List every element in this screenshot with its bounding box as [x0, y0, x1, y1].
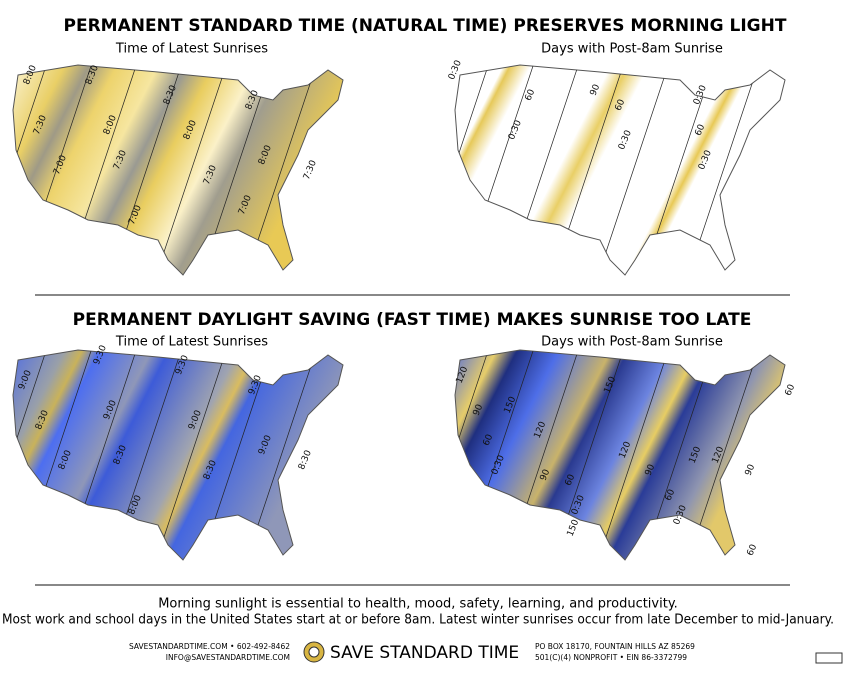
footer-line: Most work and school days in the United …	[2, 613, 834, 628]
map-subtitle: Days with Post-8am Sunrise	[541, 335, 723, 350]
us-map: 9:009:30 9:309:308:30 9:008:00 8:309:009:00…	[12, 344, 344, 561]
contour-line	[594, 65, 671, 275]
contour-label: 8:30	[297, 449, 314, 472]
contour-label: 60	[746, 543, 760, 558]
contour-line	[455, 65, 491, 275]
map-subtitle: Time of Latest Sunrises	[115, 335, 268, 350]
map-fill	[454, 64, 786, 276]
contour-label: 7:30	[302, 159, 319, 182]
contact: 501(C)(4) NONPROFIT • EIN 86-3372799	[535, 653, 687, 662]
contact: INFO@SAVESTANDARDTIME.COM	[166, 653, 290, 662]
contour-label: 90	[472, 403, 486, 418]
contour-label: 60	[664, 488, 678, 503]
contour-line	[455, 350, 491, 560]
map-subtitle: Time of Latest Sunrises	[115, 42, 268, 57]
contour-label: 60	[524, 88, 538, 103]
section-title: PERMANENT STANDARD TIME (NATURAL TIME) P…	[64, 16, 787, 36]
contour-label: 90	[744, 463, 758, 478]
logo	[303, 641, 325, 663]
section-title: PERMANENT DAYLIGHT SAVING (FAST TIME) MA…	[73, 310, 752, 330]
contour-line	[13, 65, 49, 275]
contour-label: 90	[589, 83, 603, 98]
contact: SAVESTANDARDTIME.COM • 602-492-8462	[129, 642, 290, 651]
contact: PO BOX 18170, FOUNTAIN HILLS AZ 85269	[535, 642, 695, 651]
footer-line: Morning sunlight is essential to health,…	[158, 597, 678, 612]
license-badge	[815, 652, 843, 664]
contour-label: 90	[539, 468, 553, 483]
brand: SAVE STANDARD TIME	[330, 643, 519, 663]
us-map: 8:00 8:307:30 8:008:30 8:307:00 7:308:007:30…	[12, 64, 344, 276]
contour-label: 60	[614, 98, 628, 113]
contour-line	[152, 350, 229, 560]
contour-line	[594, 350, 671, 560]
contour-line	[13, 350, 49, 560]
contour-label: 60	[694, 123, 708, 138]
contour-label: 150	[566, 518, 582, 538]
map-subtitle: Days with Post-8am Sunrise	[541, 42, 723, 57]
contour-label: 60	[564, 473, 578, 488]
contour-label: 90	[644, 463, 658, 478]
contour-label: 60	[482, 433, 496, 448]
contour-label: 60	[784, 383, 798, 398]
contour-line	[152, 65, 229, 275]
